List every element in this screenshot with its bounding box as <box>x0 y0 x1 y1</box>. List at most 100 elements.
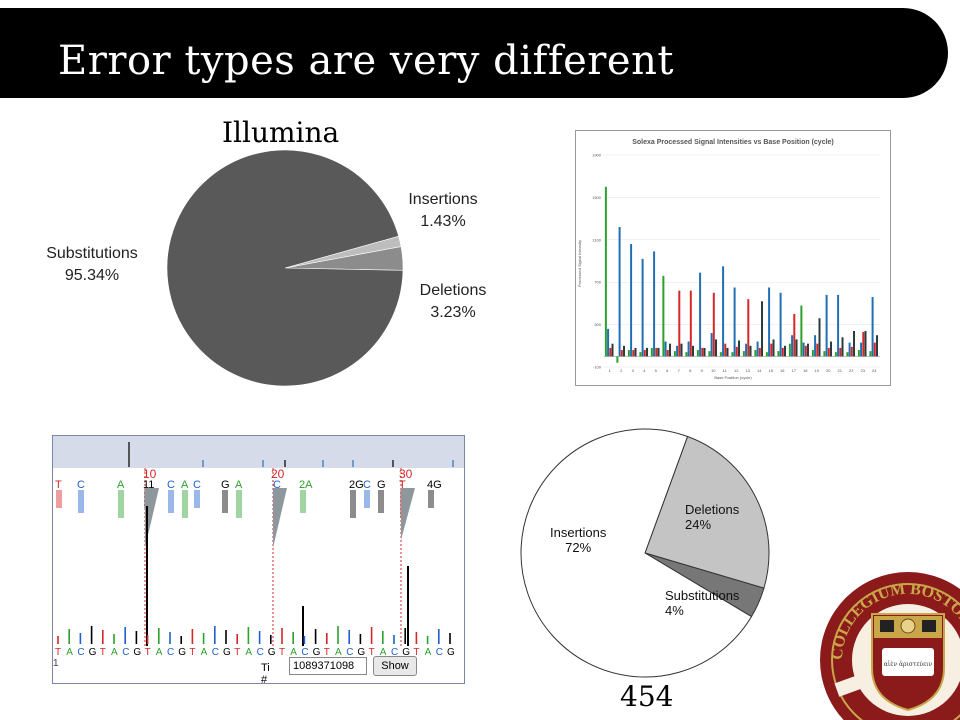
solexa-bar <box>696 350 699 357</box>
solexa-bar <box>643 350 646 357</box>
show-button[interactable]: Show <box>373 656 417 676</box>
illumina-pie-chart <box>166 150 404 387</box>
solexa-bar <box>650 347 653 357</box>
solexa-bar <box>703 347 706 357</box>
homopolymer-wedge <box>273 488 287 548</box>
sequence-base: A <box>290 647 297 658</box>
base-call-top: G <box>221 479 230 491</box>
solexa-xtick-label: 11 <box>723 368 728 373</box>
sequence-base: G <box>447 647 455 658</box>
sequence-base: T <box>189 647 195 658</box>
flow-bar <box>56 490 62 508</box>
flow-bar <box>118 490 124 518</box>
solexa-bar <box>745 343 748 357</box>
solexa-bar <box>616 356 619 363</box>
ti-number-input[interactable] <box>289 657 367 675</box>
illumina-deletions-name: Deletions <box>419 282 487 299</box>
p454-label: 454 <box>620 680 674 713</box>
sequence-base: C <box>122 647 129 658</box>
sequence-base: T <box>145 647 151 658</box>
sequence-base: G <box>133 647 141 658</box>
solexa-xtick-label: 21 <box>838 368 843 373</box>
position-mark-label: 10 <box>143 467 157 481</box>
solexa-bar <box>827 347 830 357</box>
solexa-xtick-label: 4 <box>643 368 646 373</box>
seal-book <box>882 648 934 676</box>
chromatogram-panel: 10 20 30 T C A 11 C A C G A C 2A 2G C G T 4G T A C G T A C G T A C G T A… <box>52 435 465 684</box>
solexa-bar <box>627 350 630 357</box>
sequence-base: A <box>201 647 208 658</box>
base-call-top: 2A <box>299 479 313 491</box>
sequence-base: T <box>55 647 61 658</box>
position-mark-label: 20 <box>271 467 285 481</box>
solexa-bar <box>862 332 865 357</box>
flow-bar <box>236 490 242 518</box>
solexa-bar <box>678 290 681 357</box>
solexa-bar <box>609 347 612 357</box>
p454-deletions-name: Deletions <box>685 502 740 517</box>
solexa-xtick-label: 19 <box>815 368 820 373</box>
solexa-bar <box>793 314 796 357</box>
solexa-bar <box>784 345 787 357</box>
sequence-base: C <box>436 647 443 658</box>
solexa-xtick-label: 13 <box>746 368 751 373</box>
solexa-bar <box>770 343 773 357</box>
solexa-bar <box>777 351 780 357</box>
solexa-bar <box>664 341 667 357</box>
solexa-bar <box>768 287 771 357</box>
solexa-xtick-label: 22 <box>849 368 854 373</box>
solexa-bar <box>839 347 842 357</box>
sequence-base: T <box>100 647 106 658</box>
position-mark-label: 30 <box>399 467 413 481</box>
seal-crown-right <box>922 620 936 632</box>
base-call-top: A <box>235 479 243 491</box>
solexa-bar <box>657 347 660 357</box>
solexa-bar <box>749 345 752 357</box>
solexa-bar <box>692 345 695 357</box>
sequence-base: C <box>257 647 264 658</box>
solexa-ytick-label: 300 <box>594 322 601 327</box>
solexa-bar <box>676 345 679 357</box>
solexa-bar <box>816 343 819 357</box>
solexa-xtick-label: 7 <box>678 368 681 373</box>
solexa-bar <box>837 294 840 357</box>
base-call-top: 4G <box>427 479 442 491</box>
solexa-ylabel: Processed Signal Intensity <box>577 239 583 288</box>
p454-substitutions-value: 4% <box>665 603 684 618</box>
solexa-bar <box>662 275 665 357</box>
solexa-ytick-label: 1900 <box>592 153 602 158</box>
flow-bar <box>364 490 370 508</box>
illumina-label-deletions: Deletions 3.23% <box>408 280 498 324</box>
solexa-bar <box>761 301 764 357</box>
illumina-deletions-value: 3.23% <box>430 304 476 321</box>
illumina-insertions-value: 1.43% <box>420 213 466 230</box>
flow-bar <box>222 490 228 513</box>
sequence-base: A <box>245 647 252 658</box>
seal-greek-text: αἰὲν ἀριστεύειν <box>884 661 933 668</box>
solexa-bar <box>830 341 833 357</box>
illumina-substitutions-value: 95.34% <box>64 267 120 284</box>
solexa-bar <box>747 299 750 357</box>
solexa-bar <box>689 290 692 357</box>
sequence-base: C <box>212 647 219 658</box>
solexa-xlabel: Base Position (cycle) <box>714 375 752 380</box>
solexa-xtick-label: 10 <box>711 368 716 373</box>
solexa-xtick-label: 8 <box>689 368 692 373</box>
p454-slice-deletions <box>644 435 770 589</box>
solexa-bar <box>653 251 656 357</box>
solexa-xtick-label: 3 <box>632 368 635 373</box>
sequence-base: C <box>391 647 398 658</box>
sequence-base: G <box>402 647 410 658</box>
flow-bar <box>428 490 434 508</box>
sequence-base: G <box>223 647 231 658</box>
solexa-bar <box>873 342 876 357</box>
homopolymer-wedge <box>401 488 415 540</box>
sequence-base: A <box>380 647 387 658</box>
p454-deletions-value: 24% <box>685 517 712 532</box>
solexa-bar <box>857 350 860 357</box>
solexa-bar <box>639 352 642 357</box>
solexa-bar <box>853 330 856 357</box>
sequence-base: T <box>413 647 419 658</box>
base-call-top: T <box>55 479 62 491</box>
base-call-top: C <box>273 479 281 491</box>
